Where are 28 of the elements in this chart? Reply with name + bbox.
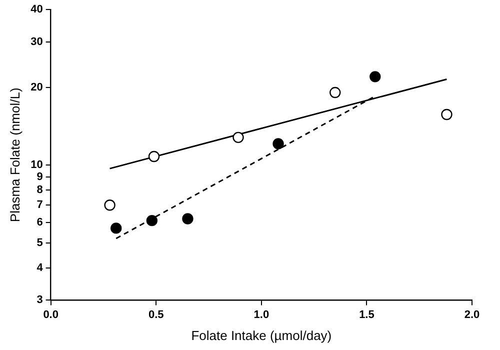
x-tick-label: 0.5 [148, 308, 164, 321]
point [441, 108, 452, 120]
x-axis-title: Folate Intake (µmol/day) [191, 328, 332, 343]
x-tick-label: 0.0 [43, 308, 58, 321]
y-tick-label: 40 [30, 4, 43, 16]
y-tick-label: 9 [36, 170, 43, 183]
x-tick-label: 1.5 [359, 308, 374, 321]
y-tick-label: 7 [36, 199, 43, 212]
x-tick-label: 2.0 [464, 308, 480, 321]
x-tick-label: 1.0 [254, 308, 270, 321]
point [104, 200, 116, 211]
point [148, 150, 160, 162]
point [182, 213, 194, 224]
point [110, 222, 122, 234]
y-tick-label: 4 [36, 262, 44, 274]
y-tick-label: 30 [30, 36, 43, 48]
y-tick-label: 6 [36, 216, 43, 228]
point [370, 71, 381, 82]
y-tick-label: 10 [30, 159, 43, 172]
point [232, 132, 244, 144]
point [272, 138, 284, 150]
y-axis-title: Plasma Folate (nmol/L) [7, 88, 22, 222]
y-tick-label: 5 [36, 236, 43, 249]
y-tick-label: 3 [36, 294, 43, 306]
y-tick-label: 8 [36, 184, 43, 196]
y-tick-label: 20 [30, 81, 43, 94]
point [146, 214, 158, 226]
point [330, 86, 341, 98]
